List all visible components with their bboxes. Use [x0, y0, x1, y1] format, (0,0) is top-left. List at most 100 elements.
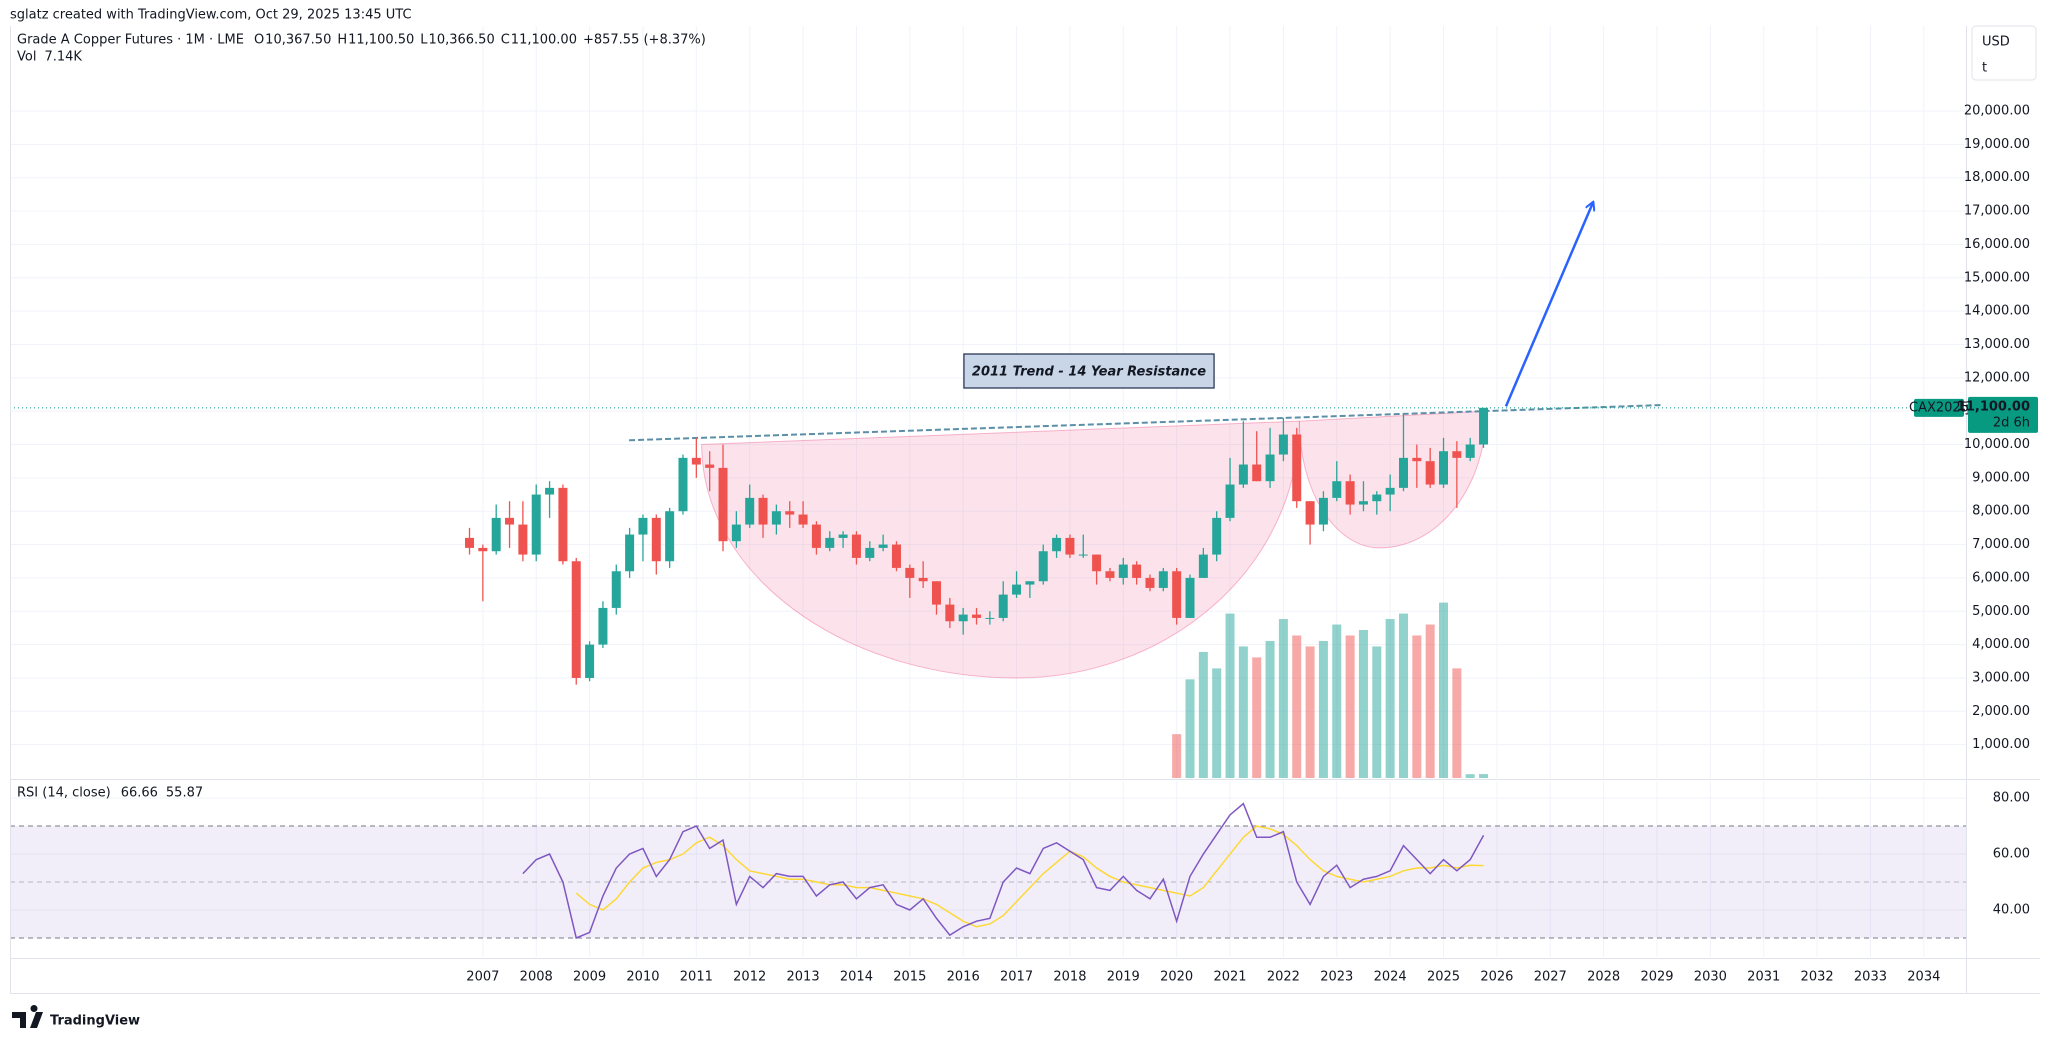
- last-price-box: [1968, 396, 2038, 433]
- ohlc-value: 10,367.50: [265, 33, 331, 48]
- y-tick-label: 1,000.00: [1972, 737, 2030, 752]
- y-tick-label: 6,000.00: [1972, 570, 2030, 585]
- candle-body: [851, 534, 861, 558]
- volume-bar: [1225, 613, 1235, 778]
- resistance-trendline: [629, 404, 1663, 442]
- y-tick-label: 19,000.00: [1964, 137, 2030, 152]
- volume-bar: [1212, 668, 1222, 778]
- candle-body: [571, 561, 581, 678]
- volume-bar: [1452, 668, 1462, 778]
- volume-bar: [1425, 624, 1435, 778]
- countdown: 2d 6h: [1993, 415, 2030, 430]
- x-tick-label: 2029: [1640, 970, 1673, 985]
- volume-bar: [1318, 640, 1328, 778]
- x-tick-label: 2012: [733, 970, 766, 985]
- volume-bar: [1358, 630, 1368, 778]
- volume-bar: [1198, 651, 1208, 778]
- volume-bar: [1278, 619, 1288, 778]
- volume-bar: [1265, 640, 1275, 778]
- ohlc-key: H: [337, 33, 347, 48]
- candle-body: [1132, 564, 1142, 578]
- candle-body: [1172, 571, 1182, 618]
- candle-body: [718, 467, 728, 542]
- logo-icon: [12, 1005, 43, 1028]
- candle-body: [972, 614, 982, 618]
- brand-logo[interactable]: TradingView: [12, 1005, 140, 1029]
- currency[interactable]: USD: [1982, 35, 2010, 50]
- candle-body: [838, 534, 848, 538]
- text-layer: sglatz created with TradingView.com, Oct…: [10, 8, 2038, 1029]
- candle-body: [771, 511, 781, 525]
- y-tick-label: 15,000.00: [1964, 270, 2030, 285]
- candle-body: [1385, 487, 1395, 495]
- candle-body: [1465, 444, 1475, 458]
- x-tick-label: 2019: [1107, 970, 1140, 985]
- unit[interactable]: t: [1982, 61, 1987, 76]
- volume-bar: [1398, 613, 1408, 778]
- rsi-tick-label: 80.00: [1993, 791, 2030, 806]
- candle-body: [1452, 451, 1462, 458]
- candle-body: [1092, 554, 1102, 572]
- ohlc-value: 11,100.00: [511, 33, 577, 48]
- volume-bar: [1238, 646, 1248, 778]
- candle-body: [798, 514, 808, 525]
- candle-body: [585, 644, 595, 678]
- candle-body: [1038, 551, 1048, 582]
- candle-body: [1198, 554, 1208, 578]
- ohlc-key: C: [501, 33, 510, 48]
- rsi-tick-label: 60.00: [1993, 847, 2030, 862]
- x-tick-label: 2031: [1747, 970, 1780, 985]
- candle-body: [1105, 571, 1115, 578]
- candle-body: [745, 497, 755, 525]
- y-tick-label: 2,000.00: [1972, 704, 2030, 719]
- volume-bar: [1252, 657, 1262, 778]
- candle-body: [505, 517, 515, 525]
- candle-body: [985, 617, 995, 619]
- volume-bar: [1305, 646, 1315, 778]
- candle-body: [998, 594, 1008, 618]
- y-tick-label: 16,000.00: [1964, 237, 2030, 252]
- x-tick-label: 2010: [626, 970, 659, 985]
- rsi-tick-label: 40.00: [1993, 902, 2030, 917]
- volume-value: 7.14K: [44, 50, 82, 65]
- y-tick-label: 17,000.00: [1964, 204, 2030, 219]
- rsi-pane: [10, 802, 1966, 940]
- y-tick-label: 13,000.00: [1964, 337, 2030, 352]
- candle-body: [1345, 481, 1355, 505]
- candle-body: [1425, 461, 1435, 485]
- candle-body: [1358, 501, 1368, 505]
- candle-body: [945, 604, 955, 622]
- rsi-line: [522, 802, 1485, 940]
- x-tick-label: 2026: [1480, 970, 1513, 985]
- x-tick-label: 2030: [1694, 970, 1727, 985]
- x-tick-label: 2011: [680, 970, 713, 985]
- symbol-title: Grade A Copper Futures · 1M · LME: [17, 33, 244, 48]
- y-tick-label: 8,000.00: [1972, 504, 2030, 519]
- x-tick-label: 2018: [1053, 970, 1086, 985]
- candle-body: [598, 607, 608, 645]
- volume-bar: [1372, 646, 1382, 778]
- symbol-tag-box: [1914, 398, 1964, 417]
- x-tick-label: 2020: [1160, 970, 1193, 985]
- currency-box[interactable]: [1971, 25, 2037, 81]
- ohlc-key: L: [420, 33, 428, 48]
- candle-body: [758, 497, 768, 525]
- candle-body: [465, 537, 475, 548]
- candle-body: [958, 614, 968, 622]
- candle-body: [531, 494, 541, 555]
- candle-body: [891, 544, 901, 568]
- x-tick-label: 2028: [1587, 970, 1620, 985]
- y-tick-label: 7,000.00: [1972, 537, 2030, 552]
- frame-layer: [10, 25, 2040, 994]
- candle-body: [1212, 517, 1222, 555]
- candle-body: [1065, 537, 1075, 555]
- y-tick-label: 20,000.00: [1964, 104, 2030, 119]
- candle-body: [1225, 484, 1235, 518]
- volume-bar: [1465, 774, 1475, 778]
- symbol-tag: CAX2025: [1909, 400, 1969, 415]
- rsi-line: [575, 825, 1484, 928]
- projection-arrow: [1504, 203, 1593, 407]
- x-tick-label: 2027: [1534, 970, 1567, 985]
- candle-body: [1052, 537, 1062, 552]
